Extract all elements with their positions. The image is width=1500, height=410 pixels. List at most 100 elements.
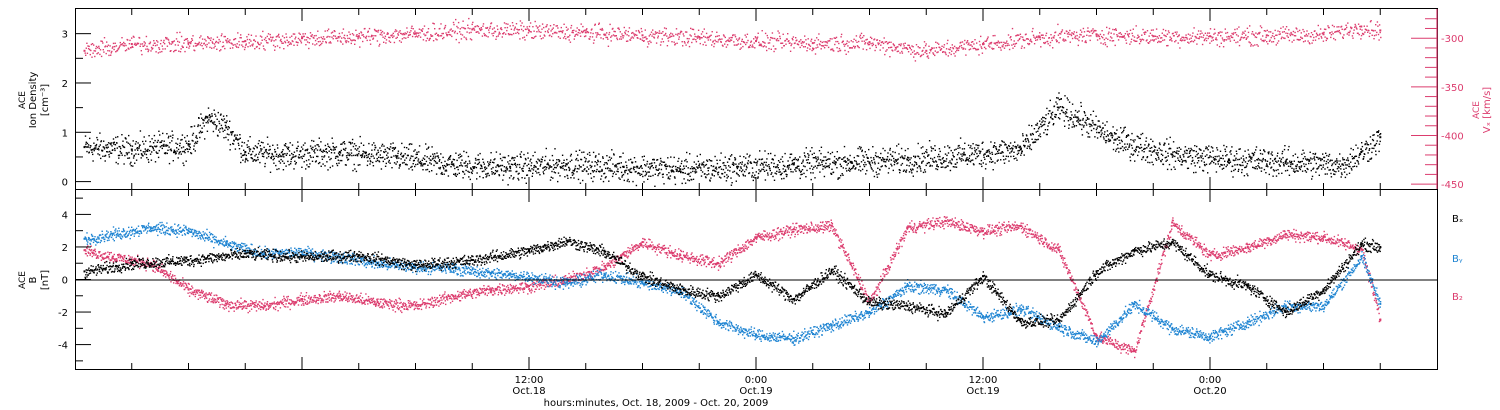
vx-tick-label: -450 xyxy=(1441,180,1464,191)
vx-series-point xyxy=(528,29,530,32)
ion-density-series-point xyxy=(1019,148,1022,151)
ion-density-series-point xyxy=(792,163,795,166)
time-tick-label: 12:00 xyxy=(515,375,544,386)
vx-series-point xyxy=(1360,25,1363,28)
vx-tick-label: -350 xyxy=(1441,83,1464,94)
bz-series-point xyxy=(982,229,984,232)
by-series-point xyxy=(187,229,190,232)
bx-series-point xyxy=(603,250,606,253)
bz-series-point xyxy=(490,288,493,291)
vx-series-point xyxy=(187,42,190,45)
ion-density-series-point xyxy=(679,168,682,171)
bz-series-point xyxy=(1379,319,1382,322)
by-series-point xyxy=(830,324,833,327)
bx-series-point xyxy=(1360,242,1363,245)
ion-density-series-point xyxy=(1341,163,1344,166)
b-label-ace: ACE xyxy=(18,271,28,289)
vx-series-point xyxy=(1209,35,1211,38)
vx-tick-label: -300 xyxy=(1441,34,1464,45)
by-series-point xyxy=(641,281,644,284)
vx-tick-label: -400 xyxy=(1441,131,1464,142)
bz-series-point xyxy=(641,241,644,244)
by-series-point xyxy=(490,272,493,274)
by-series-point xyxy=(528,275,530,278)
vx-series-point xyxy=(244,40,247,43)
vx-series-point xyxy=(811,42,814,45)
ion-density-series-point xyxy=(206,116,209,119)
vx-series-point xyxy=(83,49,86,52)
vx-series-point xyxy=(982,43,984,45)
bz-series-point xyxy=(83,249,86,252)
bx-series-point xyxy=(906,304,909,307)
ion-density-series-point xyxy=(1360,151,1363,153)
ion-density-series-point xyxy=(1057,106,1060,109)
bz-series-point xyxy=(1095,335,1098,338)
by-series-point xyxy=(982,315,984,318)
by-series-point xyxy=(1209,335,1211,338)
bz-series-point xyxy=(111,255,114,258)
bz-series-point xyxy=(1019,224,1022,227)
bz-series-point xyxy=(1171,221,1174,224)
legend-entry: Bₓ xyxy=(1452,214,1463,225)
bz-series-point xyxy=(338,294,341,297)
by-series-point xyxy=(1019,307,1022,310)
ion-density-series-point xyxy=(452,163,455,166)
bx-series-point xyxy=(471,259,474,261)
top-panel-points xyxy=(83,17,1382,187)
bx-series-point xyxy=(187,259,190,261)
vx-series-point xyxy=(584,31,587,34)
by-series-point xyxy=(452,267,455,270)
vx-series-point xyxy=(1265,34,1268,37)
bx-series-point xyxy=(944,312,947,315)
by-series-point xyxy=(1133,302,1136,305)
bz-series-point xyxy=(1246,246,1249,248)
ion-density-series-point xyxy=(282,153,285,156)
vx-series-point xyxy=(357,35,360,38)
b-tick-label: 4 xyxy=(62,210,68,221)
axis-labels: hours:minutes, Oct. 18, 2009 - Oct. 20, … xyxy=(18,72,1493,409)
bx-series-point xyxy=(830,268,833,271)
ion-density-series-point xyxy=(1379,136,1382,139)
legend-entry: Bᵧ xyxy=(1452,254,1463,265)
vx-series-point xyxy=(130,43,133,45)
vx-series xyxy=(83,17,1382,62)
by-series-point xyxy=(717,320,720,323)
by-series-point xyxy=(1095,340,1098,343)
by-series-point xyxy=(1379,302,1382,305)
by-series-point xyxy=(225,242,228,245)
bz-series-point xyxy=(1209,254,1211,257)
bz-series-point xyxy=(944,219,947,222)
bz-series-point xyxy=(1284,232,1287,235)
bx-series-point xyxy=(868,301,871,304)
ion-density-series-point xyxy=(509,165,512,168)
b-tick-label: -2 xyxy=(58,308,68,319)
vx-series-point xyxy=(301,37,303,40)
ion-density-series xyxy=(83,92,1382,187)
bx-series-point xyxy=(1095,270,1098,273)
by-series-point xyxy=(414,265,417,268)
vx-series-point xyxy=(1152,35,1155,38)
bz-series-point xyxy=(830,224,833,227)
bx-series-point xyxy=(83,270,86,273)
b-tick-label: 2 xyxy=(62,243,68,254)
density-label-ace: ACE xyxy=(18,91,28,109)
vx-series-point xyxy=(471,28,474,31)
bx-series-point xyxy=(1019,320,1022,323)
ion-density-series-point xyxy=(849,160,852,163)
density-tick-label: 1 xyxy=(62,128,68,139)
ion-density-series-point xyxy=(1284,160,1287,163)
ion-density-series-point xyxy=(1114,138,1117,141)
bz-series-point xyxy=(225,302,228,305)
vx-series-point xyxy=(925,49,928,52)
vx-series-point xyxy=(1038,36,1041,39)
ion-density-series-point xyxy=(963,153,966,156)
b-label-name: B xyxy=(28,276,39,283)
date-tick-label: Oct.19 xyxy=(966,386,999,397)
by-series xyxy=(83,221,1382,348)
date-tick-label: Oct.19 xyxy=(739,386,772,397)
by-series-point xyxy=(263,252,266,255)
bx-series xyxy=(83,236,1382,329)
ion-density-series-point xyxy=(338,151,341,153)
bz-series-point xyxy=(452,294,455,297)
bz-series-point xyxy=(1133,350,1136,353)
